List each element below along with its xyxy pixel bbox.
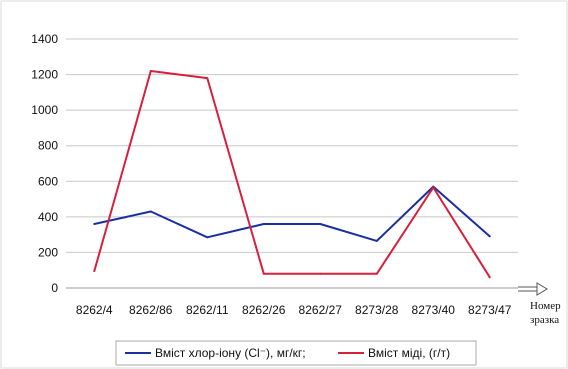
data-point: [488, 276, 491, 279]
y-tick-label: 400: [38, 210, 58, 224]
legend-label-copper: Вміст міді, (г/т): [368, 346, 450, 360]
data-point: [319, 222, 322, 225]
x-tick-label: 8262/11: [186, 303, 229, 317]
gridlines: [66, 38, 518, 289]
x-tick-label: 8273/47: [468, 303, 512, 317]
x-axis-arrow: [518, 282, 548, 296]
axis-note-line2: зразка: [530, 314, 559, 326]
data-point: [375, 272, 378, 275]
y-tick-label: 1000: [31, 103, 58, 117]
series-lines: [93, 70, 491, 279]
x-axis-ticks: 8262/4 8262/86 8262/11 8262/26 8262/27 8273/2…: [76, 303, 512, 317]
y-tick-label: 1200: [31, 68, 58, 82]
legend: Вміст хлор-іону (Cl⁻), мг/кг; Вміст міді…: [115, 340, 477, 366]
y-tick-label: 200: [38, 245, 58, 259]
data-point: [262, 222, 265, 225]
data-point: [319, 272, 322, 275]
data-point: [93, 270, 96, 273]
legend-label-chloride: Вміст хлор-іону (Cl⁻), мг/кг;: [155, 346, 306, 360]
x-tick-label: 8262/86: [129, 303, 173, 317]
x-tick-label: 8262/27: [299, 303, 343, 317]
data-point: [375, 239, 378, 242]
x-tick-label: 8262/4: [76, 303, 113, 317]
data-point: [262, 272, 265, 275]
axis-note-line1: Номер: [530, 300, 561, 312]
data-point: [432, 186, 435, 189]
x-tick-label: 8262/26: [242, 303, 286, 317]
y-axis-ticks: 0 200 400 600 800 1000 1200 1400: [31, 32, 58, 295]
data-point: [149, 210, 152, 213]
y-tick-label: 1400: [31, 32, 58, 46]
data-point: [488, 235, 491, 238]
x-tick-label: 8273/40: [412, 303, 456, 317]
data-point: [206, 236, 209, 239]
y-tick-label: 600: [38, 174, 58, 188]
y-tick-label: 0: [51, 281, 58, 295]
data-point: [149, 70, 152, 73]
x-tick-label: 8273/28: [355, 303, 399, 317]
series-line-0: [94, 185, 491, 242]
legend-box: [115, 340, 477, 366]
data-point: [93, 222, 96, 225]
series-line-1: [93, 70, 491, 278]
data-point: [206, 77, 209, 80]
y-tick-label: 800: [38, 139, 58, 153]
